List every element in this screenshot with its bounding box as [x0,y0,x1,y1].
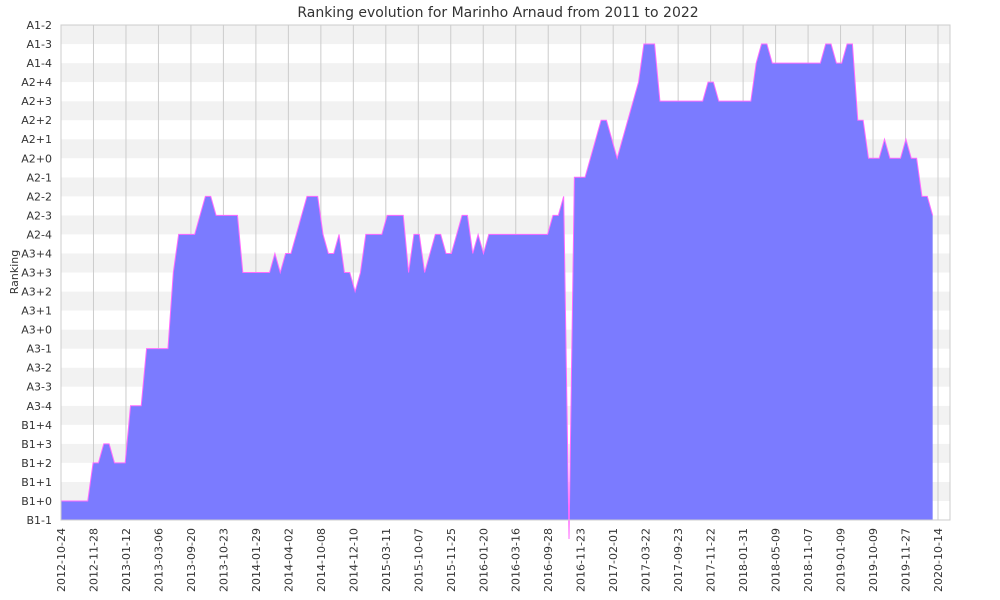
y-axis-label: Ranking [8,250,21,295]
y-tick-label: B1+2 [21,457,52,470]
y-tick-label: A2-1 [27,171,53,184]
x-tick-label: 2015-10-07 [412,528,425,592]
y-tick-labels: B1-1 B1+0 B1+1 B1+2 B1+3 B1+4 A3-4 A3-3 A3-2 A3-1… [21,19,52,527]
grid-band [61,82,950,102]
grid-band [61,44,950,64]
y-tick-label: A1-4 [27,57,53,70]
x-tick-label: 2016-01-20 [477,528,490,592]
y-tick-label: A2+2 [21,114,52,127]
x-tick-label: 2017-02-01 [607,528,620,592]
y-tick-label: B1+4 [21,419,52,432]
y-tick-label: A3-4 [27,400,53,413]
y-tick-label: A2+0 [21,152,52,165]
x-tick-label: 2016-03-16 [510,528,523,592]
x-tick-labels: 2012-10-24 2012-11-28 2013-01-12 2013-03-06… [55,528,945,592]
y-tick-label: B1+1 [21,476,52,489]
x-tick-label: 2017-03-22 [640,528,653,592]
grid-band [61,63,950,83]
chart-title: Ranking evolution for Marinho Arnaud fro… [297,5,698,21]
x-tick-label: 2015-03-11 [380,528,393,592]
x-tick-label: 2013-09-20 [185,528,198,592]
x-tick-label: 2014-10-08 [315,528,328,592]
x-tick-label: 2016-11-23 [575,528,588,592]
y-tick-label: A1-3 [27,38,53,51]
ranking-series [61,43,934,540]
y-tick-label: B1+3 [21,438,52,451]
x-tick-label: 2018-01-31 [737,528,750,592]
y-tick-label: A3-2 [27,362,53,375]
x-tick-label: 2019-01-09 [835,528,848,592]
y-tick-label: B1-1 [26,514,52,527]
y-tick-label: B1+0 [21,495,52,508]
x-tick-label: 2012-11-28 [87,528,100,592]
y-tick-label: A3+4 [21,247,52,260]
y-tick-label: A2+4 [21,76,52,89]
y-tick-label: A3-1 [27,343,53,356]
x-tick-label: 2013-03-06 [152,528,165,592]
x-tick-label: 2018-05-09 [770,528,783,592]
x-tick-label: 2013-01-12 [120,528,133,592]
y-tick-label: A2+3 [21,95,52,108]
x-tick-label: 2014-01-29 [250,528,263,592]
x-tick-label: 2019-11-27 [900,528,913,592]
grid-band [61,25,950,45]
y-tick-label: A2-4 [27,228,53,241]
x-tick-label: 2012-10-24 [55,528,68,592]
y-tick-label: A3+2 [21,286,52,299]
x-tick-label: 2018-11-07 [802,528,815,592]
y-tick-label: A3-3 [27,381,53,394]
x-tick-label: 2019-10-09 [867,528,880,592]
x-tick-label: 2017-11-22 [705,528,718,592]
x-tick-label: 2014-04-02 [282,528,295,592]
plot-frame [60,24,951,521]
y-tick-label: A3+1 [21,305,52,318]
x-tick-label: 2015-11-25 [445,528,458,592]
y-tick-label: A3+3 [21,267,52,280]
ranking-area [61,44,933,540]
x-tick-label: 2016-09-28 [542,528,555,592]
y-tick-label: A2-3 [27,209,53,222]
x-tick-label: 2020-10-14 [932,528,945,592]
y-tick-label: A2-2 [27,190,53,203]
y-tick-label: A2+1 [21,133,52,146]
ranking-line [61,43,934,540]
x-tick-label: 2014-12-10 [347,528,360,592]
x-tick-label: 2017-09-23 [672,528,685,592]
x-tick-label: 2013-10-23 [217,528,230,592]
y-tick-label: A3+0 [21,324,52,337]
y-tick-label: A1-2 [27,19,53,32]
